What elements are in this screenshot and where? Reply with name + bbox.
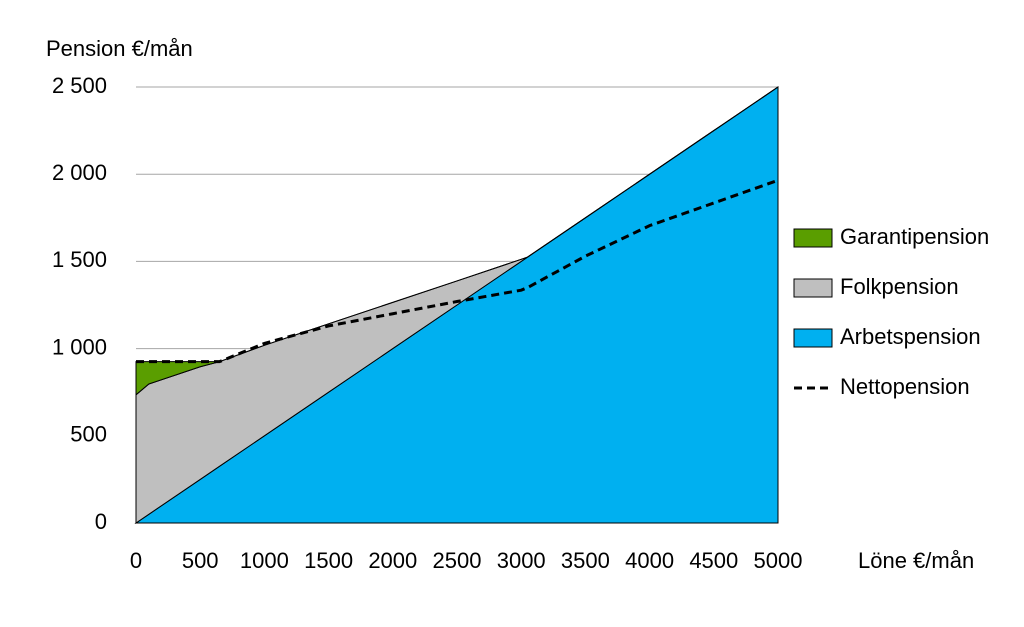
legend-label: Arbetspension [840,324,981,349]
x-tick-label: 2500 [433,548,482,573]
y-tick-label: 2 500 [52,73,107,98]
y-tick-label: 1 000 [52,334,107,359]
x-axis-label: Löne €/mån [858,548,974,573]
x-tick-label: 4000 [625,548,674,573]
legend-swatch [793,228,833,248]
x-tick-label: 1500 [304,548,353,573]
y-tick-label: 2 000 [52,160,107,185]
y-tick-label: 1 500 [52,247,107,272]
x-tick-label: 3000 [497,548,546,573]
legend-swatch [793,278,833,298]
x-tick-label: 5000 [754,548,803,573]
y-tick-label: 500 [70,422,107,447]
x-tick-label: 2000 [368,548,417,573]
x-tick-label: 0 [130,548,142,573]
x-tick-label: 500 [182,548,219,573]
legend-label: Folkpension [840,274,959,299]
y-axis-label: Pension €/mån [46,36,193,61]
y-tick-label: 0 [95,509,107,534]
x-tick-label: 4500 [689,548,738,573]
x-tick-label: 1000 [240,548,289,573]
legend-label: Garantipension [840,224,989,249]
line [136,178,779,364]
legend-swatch [793,328,833,348]
legend-label: Nettopension [840,374,970,399]
x-tick-label: 3500 [561,548,610,573]
